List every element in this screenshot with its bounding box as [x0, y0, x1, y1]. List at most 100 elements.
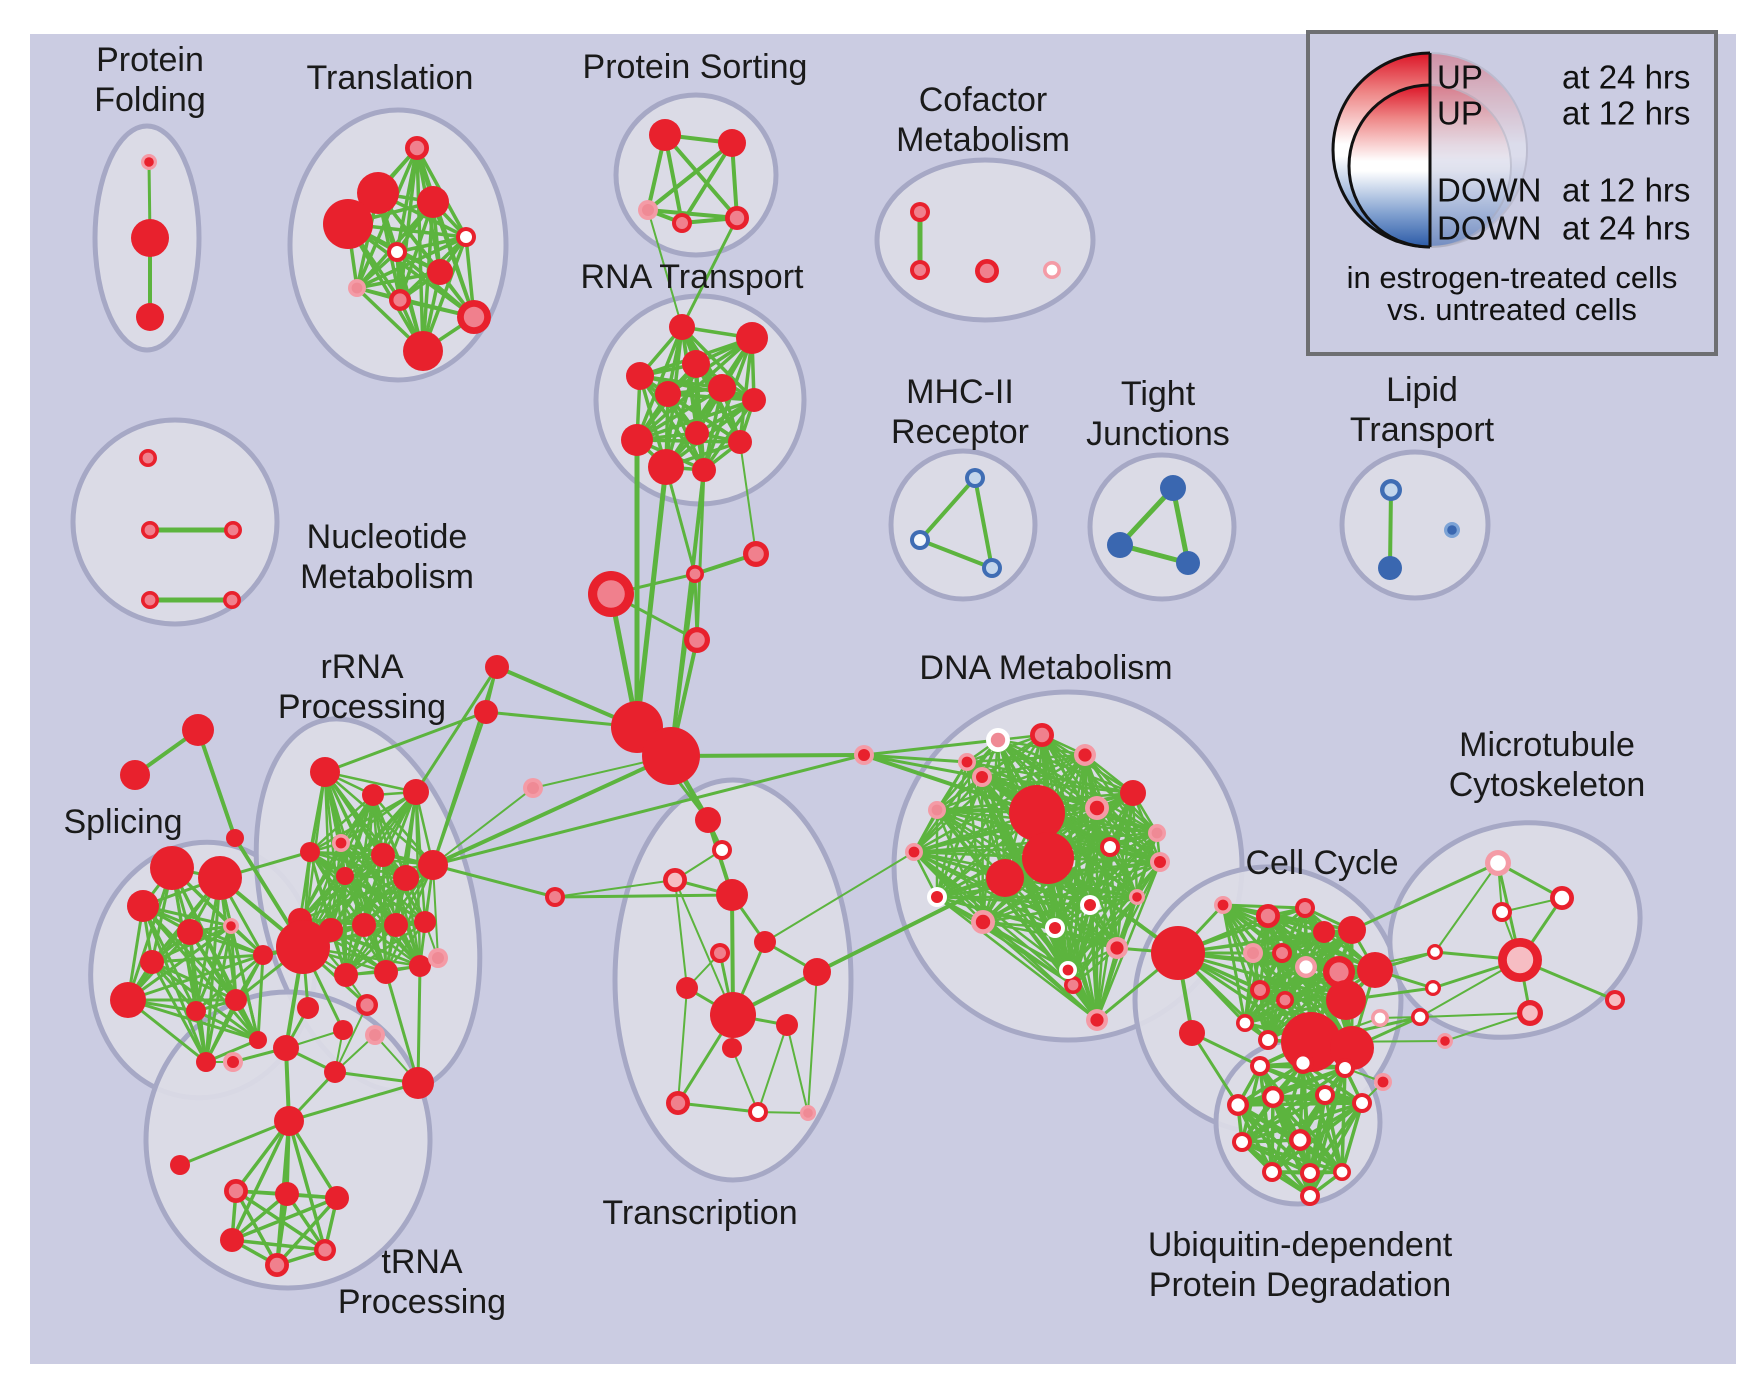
network-node-dm5: [1085, 796, 1109, 820]
network-node-mb0: [1485, 850, 1511, 876]
network-node-tn5: [402, 1067, 434, 1099]
cluster-label-rrna-processing: rRNA: [320, 648, 403, 686]
cluster-label-cofactor-metabolism: Cofactor: [919, 81, 1048, 119]
network-node-cc16: [1214, 896, 1232, 914]
network-edge: [230, 1196, 339, 1242]
network-node-mh1: [910, 530, 930, 550]
network-edge: [669, 572, 697, 758]
network-node-dm23: [1129, 889, 1145, 905]
network-node-pf2: [136, 303, 164, 331]
network-node-tn9: [275, 1182, 299, 1206]
network-edge: [702, 398, 756, 472]
network-edge: [1240, 1101, 1364, 1144]
network-edge: [150, 960, 208, 1064]
network-node-rr5: [371, 843, 395, 867]
network-node-ch0: [1151, 926, 1205, 980]
cluster-label-protein-sorting: Protein Sorting: [583, 48, 808, 86]
network-node-ub13: [1374, 1073, 1392, 1091]
network-edge: [126, 866, 174, 1002]
network-edge: [981, 831, 1159, 924]
network-node-tr7: [348, 279, 366, 297]
cluster-label-ubiquitin-degradation: Protein Degradation: [1149, 1266, 1451, 1304]
network-node-dm21: [1100, 837, 1120, 857]
network-node-dm4: [928, 801, 946, 819]
network-node-dm14: [1080, 895, 1100, 915]
network-node-rt1: [736, 322, 768, 354]
network-edge: [229, 924, 238, 1002]
network-node-lc2: [523, 778, 543, 798]
network-edge: [1221, 903, 1341, 974]
network-edge: [981, 920, 1099, 1022]
network-node-rr13: [414, 911, 436, 933]
network-edge: [256, 953, 265, 1042]
network-edge: [1251, 928, 1354, 955]
network-node-c3: [684, 627, 710, 653]
network-edge: [1340, 1066, 1347, 1174]
network-node-tg2: [226, 829, 244, 847]
network-node-mh2: [982, 558, 1002, 578]
legend-row-time: at 12 hrs: [1562, 172, 1690, 209]
network-node-tn13: [314, 1239, 336, 1261]
network-edge: [635, 398, 756, 442]
cluster-label-mhc-ii-receptor: Receptor: [891, 413, 1029, 451]
network-node-pf1: [131, 219, 169, 257]
network-node-cc15: [1357, 952, 1393, 988]
network-edge: [384, 970, 420, 1085]
network-node-dm2: [1074, 744, 1096, 766]
network-edge: [126, 953, 265, 1002]
network-edge: [1270, 1095, 1275, 1174]
legend-note-line1: in estrogen-treated cells: [1347, 260, 1678, 295]
network-node-ub1: [1292, 1052, 1314, 1074]
network-node-tr2: [417, 186, 449, 218]
network-edge: [674, 879, 688, 989]
network-edge: [935, 895, 1099, 1022]
network-node-rr7: [393, 865, 419, 891]
network-edge: [1071, 845, 1112, 987]
network-node-nu3: [141, 591, 159, 609]
cluster-label-trna-processing: tRNA: [381, 1243, 463, 1281]
network-node-cc1: [1295, 898, 1315, 918]
network-node-sp1: [198, 856, 242, 900]
network-node-dm13: [971, 910, 995, 934]
network-edge: [980, 775, 1135, 795]
network-node-lp1: [1378, 556, 1402, 580]
network-node-ub11: [1333, 1163, 1351, 1181]
network-edge: [308, 850, 388, 974]
network-node-cf0: [910, 202, 930, 222]
network-node-rr8: [418, 850, 448, 880]
legend-note-line2: vs. untreated cells: [1387, 292, 1637, 327]
network-node-rt7: [621, 424, 653, 456]
network-node-dm19: [1086, 1009, 1108, 1031]
network-node-tx2: [663, 868, 687, 892]
network-edge: [1071, 831, 1159, 987]
network-node-cc0: [1256, 904, 1280, 928]
network-edge: [862, 753, 984, 779]
network-node-rr16: [374, 960, 398, 984]
cluster-protein-sorting: [613, 92, 779, 258]
network-edge: [1221, 903, 1270, 1042]
network-edge: [635, 325, 684, 442]
network-node-c1: [743, 541, 769, 567]
network-node-tr8: [389, 289, 411, 311]
network-node-tn6: [274, 1106, 304, 1136]
network-edge: [669, 753, 866, 758]
network-node-tr0: [405, 136, 429, 160]
network-node-dm6: [1120, 780, 1146, 806]
network-node-rr12: [384, 913, 408, 937]
cluster-label-cell-cycle: Cell Cycle: [1245, 844, 1398, 882]
network-node-tr5: [387, 242, 407, 262]
network-node-hb1: [642, 727, 700, 785]
network-node-tr9: [457, 300, 491, 334]
network-node-cc9: [1276, 991, 1294, 1009]
network-node-ub8: [1289, 1129, 1311, 1151]
legend: UP at 24 hrs UP at 12 hrs DOWN at 12 hrs…: [1306, 30, 1718, 356]
network-edge: [1236, 1061, 1305, 1107]
legend-row-time: at 24 hrs: [1562, 59, 1690, 96]
network-edge: [1243, 951, 1255, 1025]
network-edge: [230, 1119, 291, 1242]
cluster-label-rna-transport: RNA Transport: [581, 258, 805, 296]
network-edge: [638, 374, 756, 402]
network-node-rt3: [626, 362, 654, 390]
network-edge: [1444, 1012, 1531, 1042]
